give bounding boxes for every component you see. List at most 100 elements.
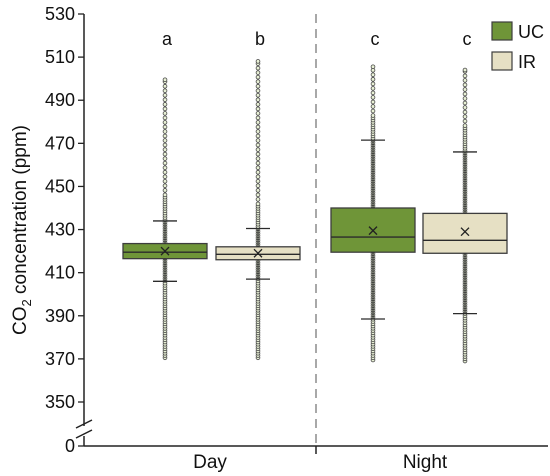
data-point [162,169,168,175]
legend-swatch-uc [491,21,513,41]
data-point [162,147,168,152]
data-point [162,106,168,112]
data-point [255,102,261,107]
axes: 350 370 390 410 430 450 470 490 510 530 0 Day Night [45,4,548,473]
data-point [162,142,168,148]
legend-swatch-ir [491,51,513,71]
data-point [162,178,168,184]
data-point [162,188,168,193]
data-point [255,97,261,103]
y-tick-label: 0 [65,436,75,456]
data-point [255,197,261,202]
data-point [255,178,261,184]
data-point [462,91,468,97]
data-point [255,188,261,193]
significance-letter: c [463,29,472,49]
data-point [162,102,168,107]
data-point [255,133,261,139]
data-point-max [370,64,376,70]
data-point [162,83,168,89]
data-point [370,104,376,109]
data-point [162,88,168,94]
data-point [370,81,376,87]
y-tick-label: 390 [45,306,75,326]
significance-letter: c [371,29,380,49]
data-point [370,72,376,78]
data-point [255,160,261,166]
data-point [255,106,261,112]
data-point [462,118,468,124]
data-point [162,165,168,170]
data-point [255,183,261,189]
data-point [162,192,168,198]
y-axis-break-mark [75,419,93,429]
data-point [255,70,261,75]
y-tick-label: 530 [45,4,75,24]
data-point [255,120,261,125]
data-point [255,92,261,98]
mean-marker [368,226,378,236]
y-tick-label: 450 [45,176,75,196]
significance-letter: b [255,29,265,49]
mean-marker [460,227,470,237]
data-point [255,129,261,134]
data-point [162,124,168,130]
legend-label-uc: UC [518,22,544,42]
data-point [370,86,376,91]
data-point [255,192,261,198]
y-tick-label: 370 [45,349,75,369]
data-point-max [162,77,168,83]
data-point [162,133,168,139]
data-point [162,92,168,98]
data-point [255,147,261,152]
y-tick-label: 510 [45,47,75,67]
data-point [255,142,261,148]
data-point [462,73,468,79]
data-point [255,115,261,121]
data-point [462,114,468,119]
y-axis-break-mark [75,429,93,439]
data-point [162,138,168,143]
data-point [255,79,261,84]
y-tick-label: 430 [45,220,75,240]
box-night-ir [422,212,508,254]
data-point [162,115,168,121]
mean-marker [253,248,263,258]
data-point [255,111,261,116]
y-tick-label: 410 [45,263,75,283]
y-axis-title: CO2 concentration (ppm) [10,125,34,335]
x-group-label: Day [193,452,227,473]
y-tick-label: 350 [45,392,75,412]
y-axis-title-subscript: 2 [19,299,34,306]
data-point [462,100,468,106]
data-point [370,95,376,100]
data-point [255,201,261,207]
legend: UC IR [491,21,544,72]
data-point [162,174,168,180]
data-point [462,123,468,128]
data-point [462,96,468,101]
y-tick-label: 490 [45,90,75,110]
data-point [255,88,261,94]
data-point [370,90,376,96]
data-point [255,151,261,157]
mean-marker [160,246,170,256]
data-point [462,87,468,92]
data-point [255,138,261,143]
data-point [255,124,261,130]
data-point [462,105,468,110]
y-tick-label: 470 [45,133,75,153]
data-point [255,65,261,71]
legend-label-ir: IR [518,52,536,72]
data-point-max [255,59,261,64]
data-point [255,169,261,175]
y-axis-title-rest: concentration (ppm) [10,125,31,299]
data-point-max [462,67,468,73]
x-group-label: Night [403,452,448,473]
data-point [162,183,168,189]
significance-letter: a [162,29,173,49]
data-point [255,74,261,80]
data-point [370,108,376,114]
